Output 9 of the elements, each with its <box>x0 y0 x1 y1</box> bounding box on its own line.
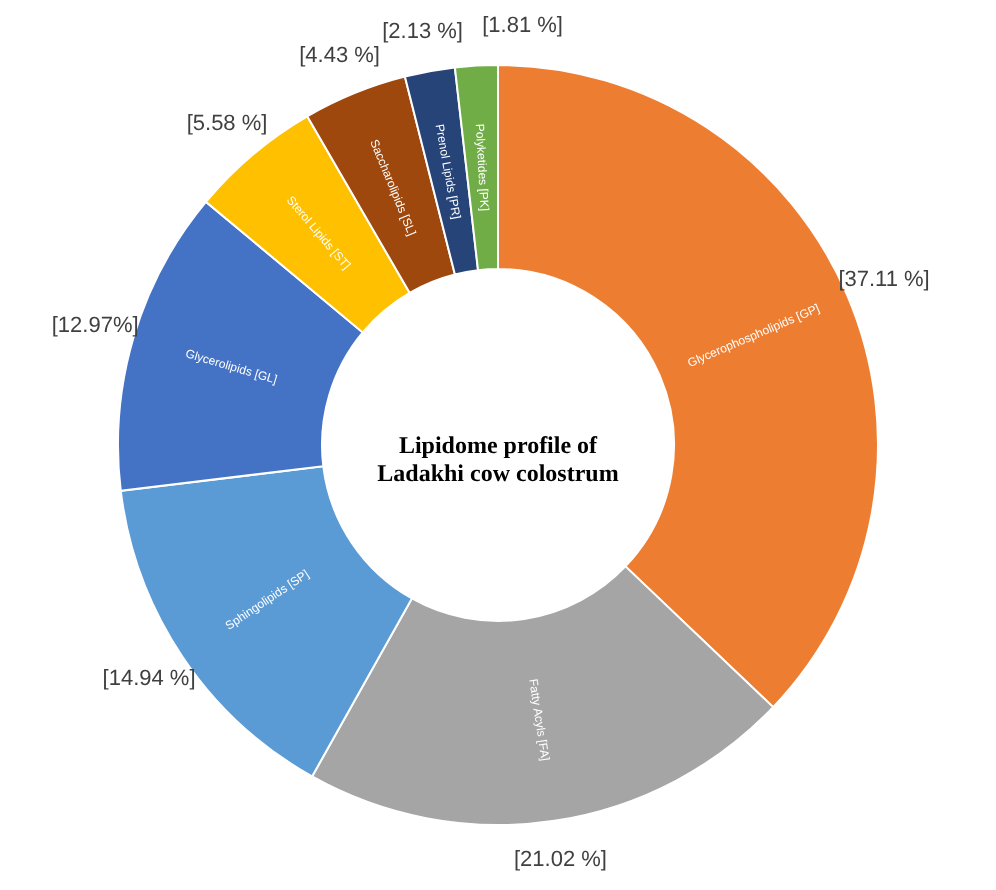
data-label: [12.97%] <box>51 314 139 339</box>
data-label: [37.11 %] <box>838 267 930 292</box>
data-label: [4.43 %] <box>299 44 380 69</box>
data-label: [1.81 %] <box>482 13 563 38</box>
data-label: [2.13 %] <box>382 19 463 44</box>
data-label: [5.58 %] <box>186 112 268 137</box>
data-label: [21.02 %] <box>513 848 607 873</box>
text: Lipidome profile of Ladakhi cow colostrum <box>377 431 619 487</box>
data-label: [14.94 %] <box>102 666 196 691</box>
